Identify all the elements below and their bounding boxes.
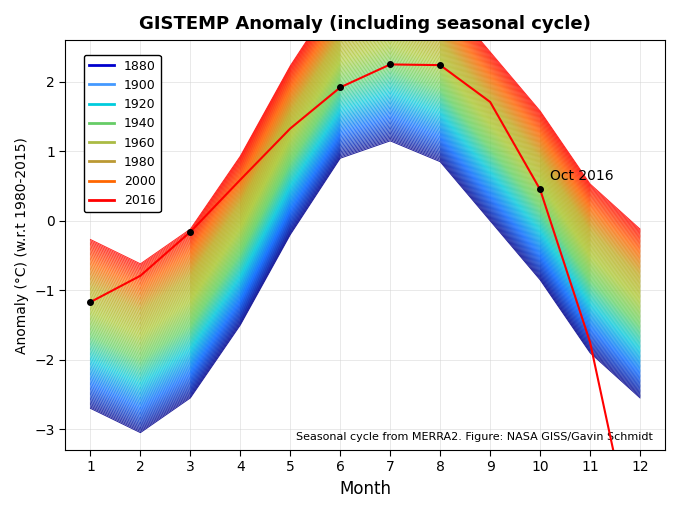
- Text: Oct 2016: Oct 2016: [550, 169, 614, 184]
- X-axis label: Month: Month: [339, 480, 391, 498]
- Y-axis label: Anomaly (°C) (w.r.t 1980-2015): Anomaly (°C) (w.r.t 1980-2015): [15, 136, 29, 353]
- Text: Seasonal cycle from MERRA2. Figure: NASA GISS/Gavin Schmidt: Seasonal cycle from MERRA2. Figure: NASA…: [296, 432, 653, 442]
- Legend: 1880, 1900, 1920, 1940, 1960, 1980, 2000, 2016: 1880, 1900, 1920, 1940, 1960, 1980, 2000…: [84, 54, 160, 212]
- Title: GISTEMP Anomaly (including seasonal cycle): GISTEMP Anomaly (including seasonal cycl…: [139, 15, 591, 33]
